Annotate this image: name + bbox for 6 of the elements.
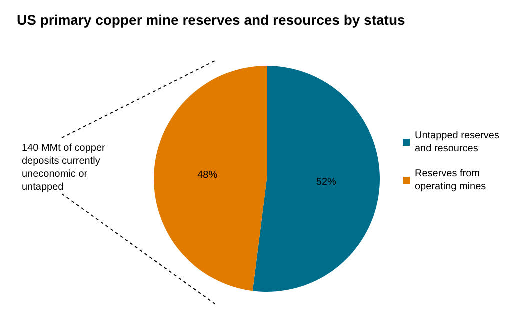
legend-label: Untapped reserves and resources (415, 130, 502, 154)
legend-label: Reserves from operating mines (415, 168, 486, 192)
data-label: 52% (316, 177, 336, 188)
data-label: 48% (198, 170, 218, 181)
text: 140 MMt of copper deposits currently uneconomic or untapped (22, 142, 106, 194)
chart-title: US primary copper mine reserves and resources by status (17, 12, 406, 28)
